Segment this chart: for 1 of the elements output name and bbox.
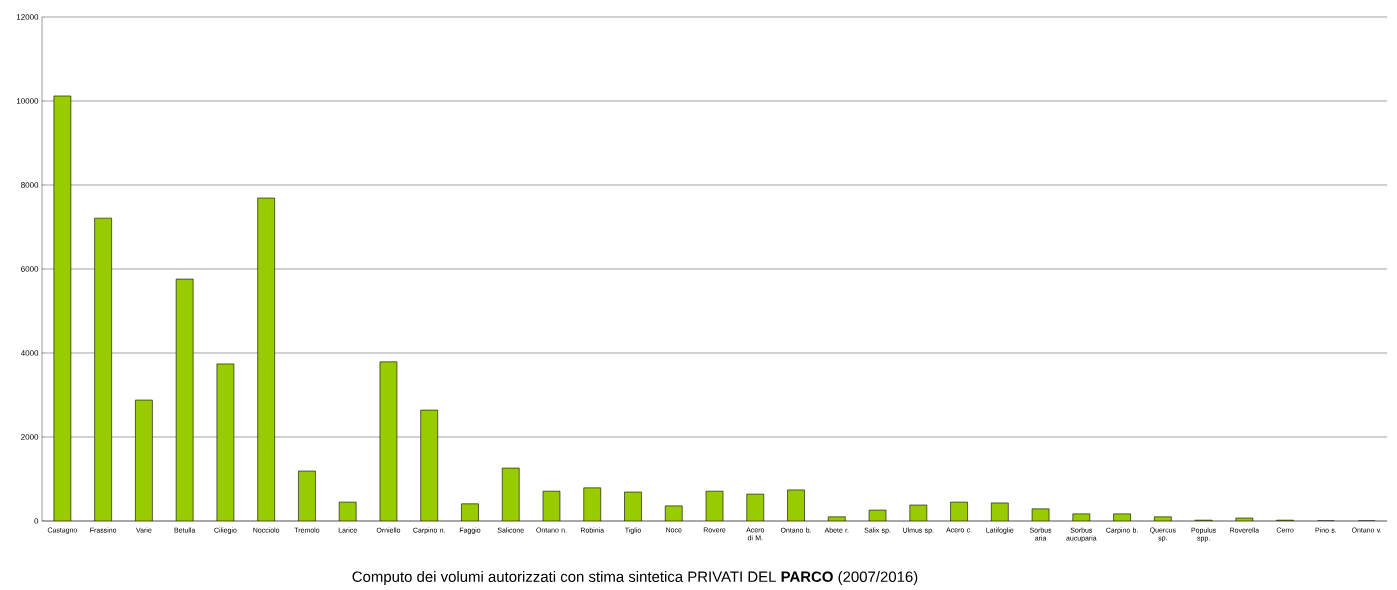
text: Computo dei volumi autorizzati con stima sintetica PRIVATI DEL PARCO (2007/2016) (352, 571, 918, 585)
